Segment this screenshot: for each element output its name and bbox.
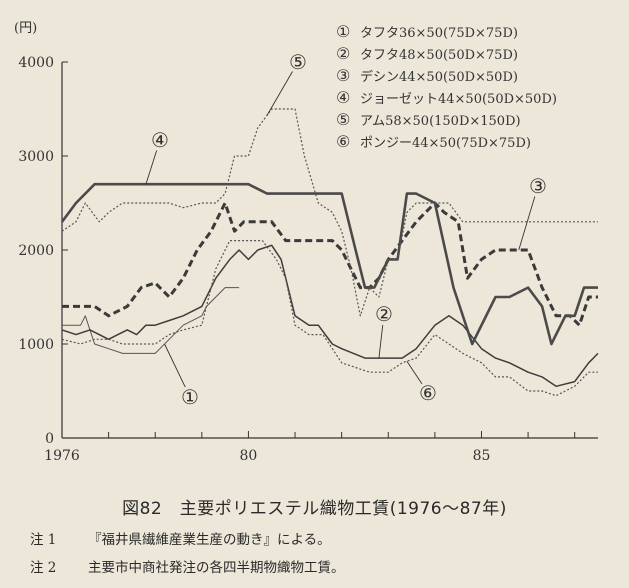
callout-marker: ⑥ <box>419 381 437 405</box>
y-tick-label: 2000 <box>18 243 54 259</box>
callout-leader <box>266 71 293 116</box>
x-tick-label: 1976 <box>44 448 80 464</box>
y-tick-label: 3000 <box>18 149 54 165</box>
legend-marker: ① <box>336 22 350 41</box>
callout-marker: ② <box>375 302 393 326</box>
figure-caption: 図82 主要ポリエステル織物工賃(1976〜87年) <box>122 499 507 519</box>
callout-leader <box>518 196 536 251</box>
series-line-1 <box>62 287 240 354</box>
legend-label: タフタ36×50(75D×75D) <box>360 26 518 41</box>
axes: (円) 0 1000 2000 3000 4000 1976 80 85 <box>14 21 598 464</box>
y-tick-label: 1000 <box>18 337 54 353</box>
y-tick-label: 4000 <box>18 55 54 71</box>
callout-marker: ③ <box>529 174 547 198</box>
legend-marker: ④ <box>336 88 350 107</box>
callout-leader <box>378 324 384 359</box>
note-1-number: 注 1 <box>30 532 57 548</box>
series-line-6 <box>61 240 598 397</box>
note-2: 注 2 主要市中商社発注の各四半期物織物工賃。 <box>30 556 345 576</box>
legend-label: アム58×50(150D×150D) <box>360 114 521 129</box>
x-tick-label: 85 <box>473 448 491 464</box>
series-line-5 <box>61 108 598 317</box>
legend-marker: ⑤ <box>336 110 350 129</box>
series-layer <box>60 108 599 397</box>
callout-leader <box>164 343 186 388</box>
callout-marker: ⑤ <box>289 50 307 74</box>
line-chart: (円) 0 1000 2000 3000 4000 1976 80 85 ① ② ③ ④ ⑤ ⑥ ① タフタ… <box>14 21 599 464</box>
note-2-text: 主要市中商社発注の各四半期物織物工賃。 <box>88 560 345 576</box>
x-tick-label: 80 <box>240 448 258 464</box>
callout-layer: ① ② ③ ④ ⑤ ⑥ <box>145 50 547 409</box>
legend-label: タフタ48×50(50D×75D) <box>360 48 518 63</box>
legend-label: デシン44×50(50D×50D) <box>360 69 518 85</box>
legend-marker: ② <box>336 44 350 63</box>
legend-label: ジョーゼット44×50(50D×50D) <box>360 92 557 107</box>
note-1-text: 『福井県繊維産業生産の動き』による。 <box>88 532 331 548</box>
callout-marker: ① <box>181 385 199 409</box>
series-line-4 <box>60 182 598 346</box>
legend: ① タフタ36×50(75D×75D) ② タフタ48×50(50D×75D) ③ デシン… <box>336 22 557 151</box>
legend-label: ポンジー44×50(75D×75D) <box>360 136 531 151</box>
callout-leader <box>145 150 158 185</box>
y-unit-label: (円) <box>14 21 37 36</box>
y-tick-label: 0 <box>45 431 54 447</box>
legend-marker: ③ <box>336 66 350 85</box>
callout-marker: ④ <box>151 128 169 152</box>
callout-leader <box>406 360 423 385</box>
note-2-number: 注 2 <box>30 560 57 576</box>
legend-marker: ⑥ <box>336 132 350 151</box>
note-1: 注 1 『福井県繊維産業生産の動き』による。 <box>30 528 331 548</box>
series-line-2 <box>61 244 599 388</box>
